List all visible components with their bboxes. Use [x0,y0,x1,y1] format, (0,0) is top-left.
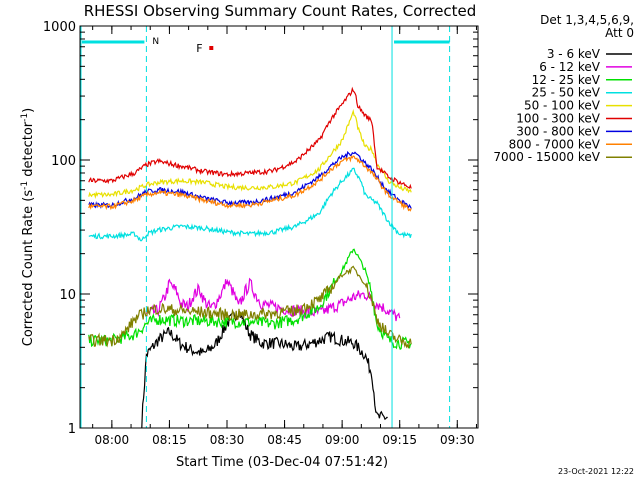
series-line-2 [145,277,401,322]
series-line-6 [88,86,412,189]
y-tick-label: 1000 [43,20,76,35]
flare-label: F [196,42,202,55]
legend-label: 7000 - 15000 keV [493,150,600,164]
series-line-3 [88,248,412,350]
series-line-7 [88,150,412,209]
legend-label: 50 - 100 keV [524,99,601,113]
legend-label: 800 - 7000 keV [509,137,601,151]
series-line-9 [88,265,412,349]
series-line-4 [88,167,412,242]
y-axis-label: Corrected Count Rate (s-1 detector-1) [20,108,36,346]
y-axis-label-sup1: -1 [20,181,30,190]
legend-label: 300 - 800 keV [516,124,600,138]
series-line-8 [88,155,412,212]
x-tick-label: 08:45 [267,433,302,447]
y-axis-label-mid: detector [21,121,36,181]
x-tick-label: 09:15 [382,433,417,447]
y-tick-label: 100 [51,154,76,169]
y-axis-label-main: Corrected Count Rate (s [21,190,36,347]
x-tick-label: 08:30 [210,433,245,447]
legend-label: 3 - 6 keV [547,47,601,61]
plot-frame [79,25,479,429]
x-tick-label: 08:00 [95,433,130,447]
attenuator-header: Att 0 [605,26,634,40]
flare-marker [209,46,214,50]
x-tick-label: 09:00 [325,433,360,447]
legend-label: 100 - 300 keV [516,112,600,126]
x-axis: 08:00 08:15 08:30 08:45 09:00 09:15 09:30 [92,26,477,447]
detector-header: Det 1,3,4,5,6,9, [540,13,634,27]
y-tick-label: 10 [59,288,76,303]
legend-label: 6 - 12 keV [539,60,601,74]
series-line-1 [141,311,388,429]
legend-label: 25 - 50 keV [532,86,601,100]
x-tick-label: 08:15 [152,433,187,447]
chart-title: RHESSI Observing Summary Count Rates, Co… [84,2,477,20]
y-tick-label: 1 [68,422,76,437]
series-layer [88,86,412,429]
legend-label: 12 - 25 keV [532,73,601,87]
series-line-5 [88,109,412,199]
y-axis-label-sup2: -1 [20,113,30,122]
y-axis: 1 10 100 1000 [43,20,478,437]
x-tick-label: 09:30 [440,433,475,447]
y-axis-label-end: ) [21,108,36,113]
night-label: N [152,37,159,47]
x-axis-label: Start Time (03-Dec-04 07:51:42) [176,455,388,470]
footer-date: 23-Oct-2021 12:22 [558,467,634,476]
